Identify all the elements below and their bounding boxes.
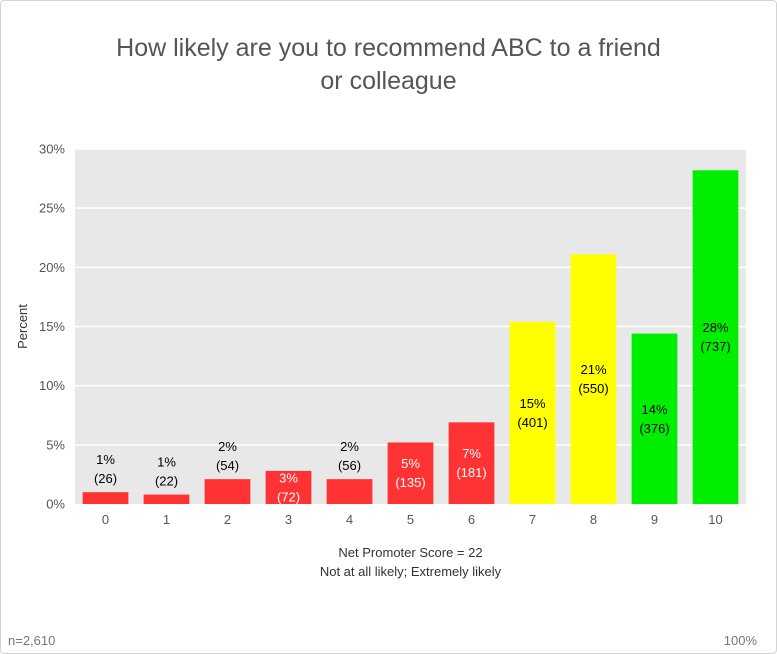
data-label-count: (181): [456, 465, 486, 480]
data-label-count: (550): [578, 381, 608, 396]
bar: [82, 492, 129, 504]
x-tick-label: 10: [708, 512, 722, 527]
x-tick-label: 0: [102, 512, 109, 527]
y-tick-label: 10%: [39, 378, 65, 393]
x-tick-label: 1: [163, 512, 170, 527]
x-tick-label: 6: [468, 512, 475, 527]
bar: [326, 479, 373, 504]
x-tick-label: 7: [529, 512, 536, 527]
x-tick-label: 4: [346, 512, 353, 527]
data-label-count: (54): [216, 458, 239, 473]
bar: [204, 479, 251, 504]
bar: [509, 321, 556, 504]
bar: [265, 470, 312, 504]
data-label-percent: 28%: [702, 320, 728, 335]
data-label-percent: 2%: [340, 439, 359, 454]
data-label-percent: 1%: [157, 455, 176, 470]
x-tick-label: 3: [285, 512, 292, 527]
data-label-percent: 14%: [641, 402, 667, 417]
bar: [570, 254, 617, 504]
y-tick-label: 20%: [39, 260, 65, 275]
data-label-percent: 21%: [580, 362, 606, 377]
y-tick-label: 5%: [46, 437, 65, 452]
y-tick-label: 30%: [39, 142, 65, 157]
bar: [631, 333, 678, 504]
bar: [448, 422, 495, 504]
data-label-count: (72): [277, 489, 300, 504]
data-label-count: (22): [155, 474, 178, 489]
data-label-count: (56): [338, 458, 361, 473]
chart-title: How likely are you to recommend ABC to a…: [116, 34, 661, 95]
x-tick-label: 2: [224, 512, 231, 527]
total-percent: 100%: [723, 633, 757, 648]
data-label-percent: 2%: [218, 439, 237, 454]
x-tick-label: 9: [651, 512, 658, 527]
y-axis-label: Percent: [15, 304, 30, 349]
bar: [692, 170, 739, 505]
data-label-percent: 7%: [462, 446, 481, 461]
bar: [387, 442, 434, 504]
data-label-count: (376): [639, 421, 669, 436]
data-label-count: (737): [700, 339, 730, 354]
data-label-count: (401): [517, 415, 547, 430]
data-label-percent: 5%: [401, 456, 420, 471]
y-tick-label: 15%: [39, 319, 65, 334]
sample-size: n=2,610: [8, 633, 56, 648]
x-tick-label: 5: [407, 512, 414, 527]
x-tick-label: 8: [590, 512, 597, 527]
y-tick-label: 0%: [46, 497, 65, 512]
data-label-count: (135): [395, 475, 425, 490]
data-label-count: (26): [94, 471, 117, 486]
data-label-percent: 15%: [519, 396, 545, 411]
x-axis-label: Net Promoter Score = 22: [338, 545, 482, 560]
data-label-percent: 1%: [96, 452, 115, 467]
x-axis-sublabel: Not at all likely; Extremely likely: [320, 564, 502, 579]
bar: [143, 494, 190, 504]
data-label-percent: 3%: [279, 470, 298, 485]
y-tick-label: 25%: [39, 201, 65, 216]
